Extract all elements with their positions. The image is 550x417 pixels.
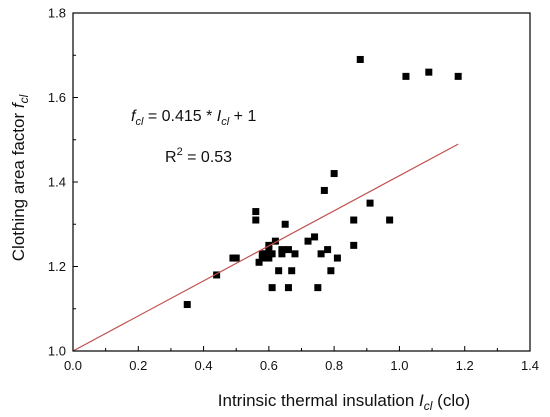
r2-value: = 0.53	[183, 149, 232, 166]
data-point	[402, 72, 410, 80]
plot-frame	[72, 12, 531, 352]
r2-exponent: 2	[177, 146, 183, 158]
y-tick-label: 1.6	[48, 90, 66, 105]
data-point	[350, 241, 358, 249]
r2-letter: R	[165, 149, 177, 166]
x-tick-label: 0.2	[129, 358, 147, 373]
y-axis-title: Clothing area factor fcl	[9, 94, 31, 261]
eq-rhs-subscript: cl	[221, 116, 230, 128]
y-tick-label: 1.2	[48, 259, 66, 274]
data-point	[311, 233, 319, 241]
data-point	[278, 246, 286, 254]
data-point	[366, 199, 374, 207]
data-point	[265, 246, 273, 254]
data-point	[386, 216, 394, 224]
data-point	[284, 246, 292, 254]
data-point	[356, 55, 364, 63]
data-point	[454, 72, 462, 80]
data-point	[183, 301, 191, 309]
data-point	[314, 284, 322, 292]
data-point	[232, 254, 240, 262]
data-point	[271, 237, 279, 245]
data-point	[304, 237, 312, 245]
r-squared-label: R2 = 0.53	[165, 146, 232, 166]
y-axis-title-symbol: f	[9, 101, 28, 108]
data-point	[320, 186, 328, 194]
y-tick-label: 1.8	[48, 6, 66, 21]
data-point	[281, 220, 289, 228]
data-point	[288, 267, 296, 275]
x-axis-title-symbol: I	[419, 391, 424, 410]
axis-ticks: 0.0 0.2 0.4 0.6 0.8 1.0 1.2 1.4 1.0 1.2 1.4 1.6 1.8	[48, 6, 539, 374]
regression-equation: fcl = 0.415 * Icl + 1	[131, 108, 256, 128]
data-point	[350, 216, 358, 224]
eq-lhs-subscript: cl	[135, 116, 144, 128]
data-point	[330, 170, 338, 178]
eq-rhs-symbol: I	[217, 108, 222, 125]
data-point	[258, 254, 266, 262]
x-axis-title-main: Intrinsic thermal insulation	[218, 391, 419, 410]
data-point	[252, 216, 260, 224]
data-point	[317, 250, 325, 258]
data-point	[268, 250, 276, 258]
y-axis-title-main: Clothing area factor	[9, 108, 28, 261]
x-tick-label: 1.0	[390, 358, 408, 373]
x-tick-label: 0.6	[260, 358, 278, 373]
y-tick-label: 1.4	[48, 175, 66, 190]
data-point	[278, 250, 286, 258]
data-point	[265, 254, 273, 262]
data-points	[183, 55, 462, 309]
x-tick-label: 1.4	[521, 358, 539, 373]
data-point	[324, 246, 332, 254]
eq-middle: = 0.415 *	[143, 108, 216, 125]
data-point	[291, 250, 299, 258]
y-tick-label: 1.0	[48, 344, 66, 359]
x-axis-title: Intrinsic thermal insulation Icl (clo)	[218, 391, 470, 413]
data-point	[327, 267, 335, 275]
regression-line	[72, 143, 459, 352]
x-axis-title-subscript: cl	[424, 399, 433, 413]
data-point	[284, 284, 292, 292]
x-tick-label: 0.8	[325, 358, 343, 373]
data-point	[268, 284, 276, 292]
data-point	[262, 250, 270, 258]
data-point	[255, 258, 263, 266]
x-tick-label: 0.0	[64, 358, 82, 373]
data-point	[213, 271, 221, 279]
y-axis-title-subscript: cl	[17, 94, 31, 103]
eq-tail: + 1	[229, 108, 256, 125]
x-axis-title-unit: (clo)	[432, 391, 470, 410]
x-tick-label: 0.4	[195, 358, 213, 373]
data-point	[252, 208, 260, 216]
data-point	[333, 254, 341, 262]
eq-lhs-symbol: f	[131, 108, 137, 125]
x-tick-label: 1.2	[456, 358, 474, 373]
data-point	[275, 267, 283, 275]
data-point	[425, 68, 433, 76]
